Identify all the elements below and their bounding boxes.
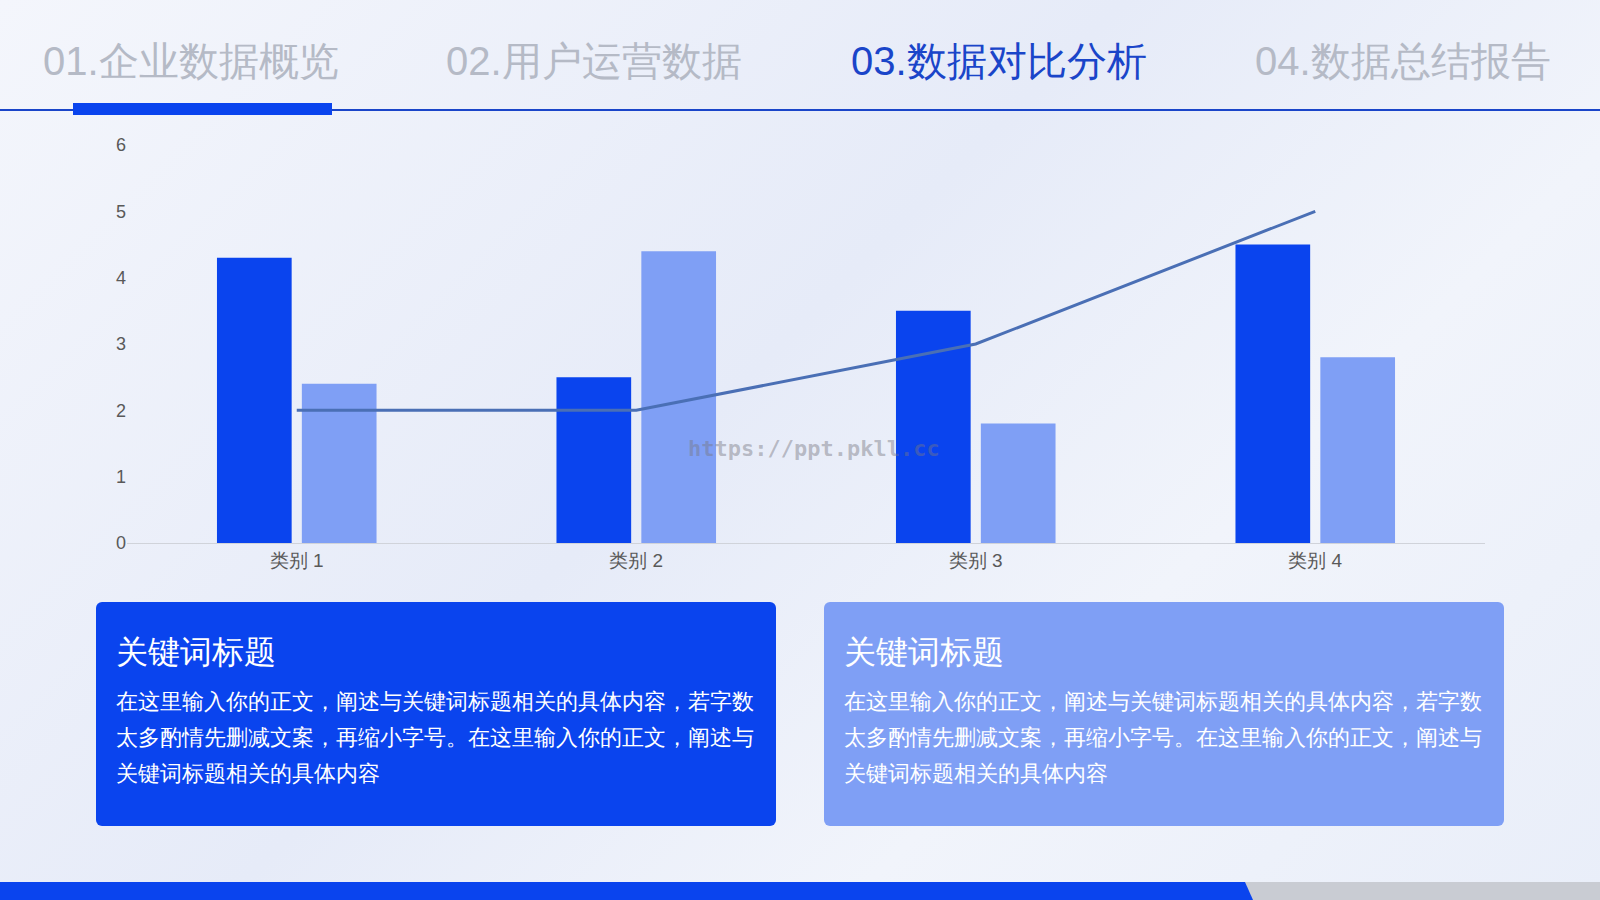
svg-text:3: 3 xyxy=(116,334,126,354)
svg-text:2: 2 xyxy=(116,401,126,421)
html-text:https://ppt.pkll.cc: https://ppt.pkll.cc xyxy=(688,436,940,461)
html-text:01.企业数据概览: 01.企业数据概览 xyxy=(43,39,339,83)
html-text:关键词标题: 关键词标题 xyxy=(844,634,1004,670)
svg-text:类别 1: 类别 1 xyxy=(270,550,324,571)
svg-text:6: 6 xyxy=(116,135,126,155)
html-text:在这里输入你的正文，阐述与关键词标题相关的具体内容，若字数太: 在这里输入你的正文，阐述与关键词标题相关的具体内容，若字数太多酌情先删减文案，再… xyxy=(844,689,1482,786)
html-text:关键词标题: 关键词标题 xyxy=(116,634,276,670)
svg-text:1: 1 xyxy=(116,467,126,487)
svg-text:5: 5 xyxy=(116,202,126,222)
svg-text:4: 4 xyxy=(116,268,126,288)
html-text:04.数据总结报告: 04.数据总结报告 xyxy=(1255,39,1551,83)
html-text:在这里输入你的正文，阐述与关键词标题相关的具体内容，若字数太: 在这里输入你的正文，阐述与关键词标题相关的具体内容，若字数太多酌情先删减文案，再… xyxy=(116,689,754,786)
html-text:02.用户运营数据: 02.用户运营数据 xyxy=(446,39,742,83)
svg-text:类别 4: 类别 4 xyxy=(1288,550,1342,571)
svg-text:0: 0 xyxy=(116,533,126,553)
svg-text:类别 2: 类别 2 xyxy=(609,550,663,571)
svg-text:类别 3: 类别 3 xyxy=(949,550,1003,571)
html-text:03.数据对比分析: 03.数据对比分析 xyxy=(851,39,1147,83)
